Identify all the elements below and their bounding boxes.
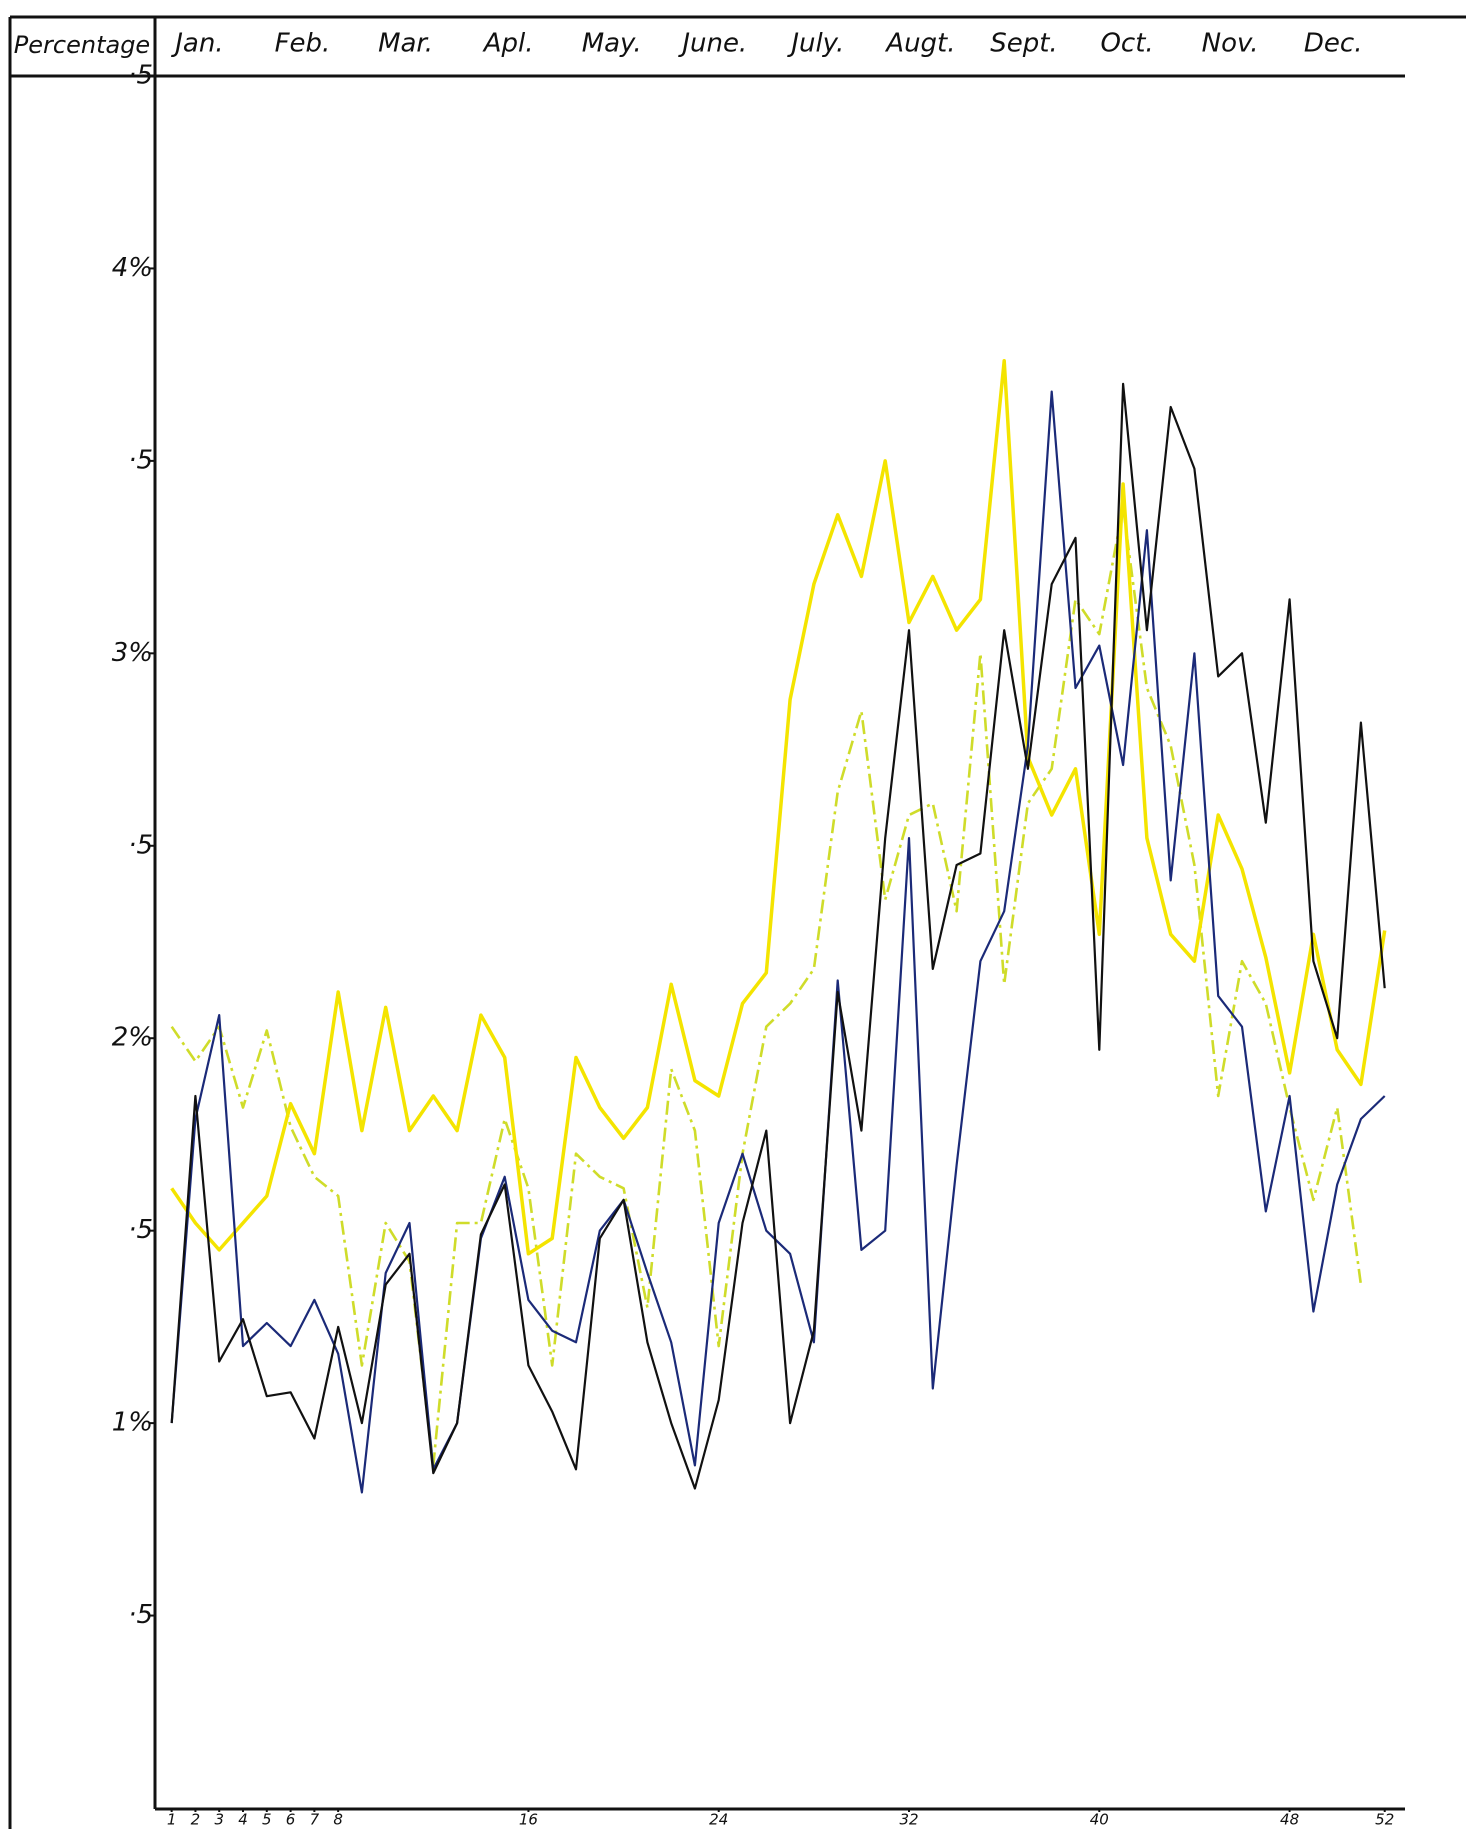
month-label: Apl. (482, 29, 534, 59)
y-tick-label: 4% (112, 253, 153, 283)
month-label: July. (786, 29, 844, 59)
y-tick-label: ·5 (128, 61, 153, 91)
x-tick-label: 48 (1280, 1811, 1299, 1829)
series-line (170, 390, 1386, 1494)
y-tick-label: 2% (112, 1023, 153, 1053)
month-label: Feb. (275, 29, 331, 59)
y-tick-label: ·5 (128, 830, 153, 860)
month-label: June. (677, 29, 747, 59)
series-line (170, 505, 1363, 1467)
y-axis-label: Percentage (14, 31, 150, 59)
y-tick-label: ·5 (128, 1600, 153, 1630)
month-label: Augt. (884, 29, 955, 59)
y-tick-label: 1% (112, 1408, 153, 1438)
series-line (170, 382, 1386, 1490)
x-tick-label: 1 (167, 1811, 177, 1829)
month-label: Dec. (1304, 29, 1363, 59)
month-label: Oct. (1100, 29, 1153, 59)
month-label: Jan. (170, 29, 223, 59)
month-label: May. (582, 29, 642, 59)
x-tick-label: 4 (238, 1811, 248, 1829)
x-tick-label: 6 (286, 1811, 296, 1829)
y-tick-label: ·5 (128, 1215, 153, 1245)
x-tick-label: 2 (191, 1811, 201, 1829)
x-tick-label: 3 (214, 1811, 224, 1829)
month-label: Sept. (990, 29, 1057, 59)
series-line (170, 359, 1387, 1256)
x-tick-label: 40 (1090, 1811, 1109, 1829)
month-label: Mar. (378, 29, 433, 59)
x-tick-label: 32 (899, 1811, 918, 1829)
x-tick-label: 16 (519, 1811, 538, 1829)
x-tick-label: 8 (333, 1811, 343, 1829)
y-tick-label: 3% (112, 638, 153, 668)
x-tick-label: 52 (1375, 1811, 1394, 1829)
x-tick-label: 24 (709, 1811, 728, 1829)
y-tick-label: ·5 (128, 445, 153, 475)
x-tick-label: 5 (262, 1811, 272, 1829)
x-tick-label: 7 (310, 1811, 320, 1829)
month-label: Nov. (1202, 29, 1259, 59)
